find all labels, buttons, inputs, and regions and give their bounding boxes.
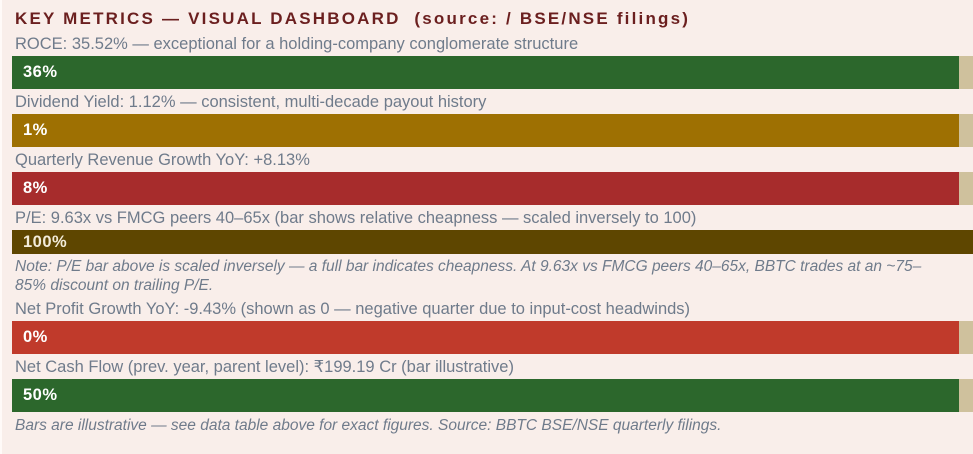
bar-value-label: 1% xyxy=(23,121,48,139)
metric-row: Dividend Yield: 1.12% — consistent, mult… xyxy=(12,92,973,147)
bar-track: 1% xyxy=(12,114,973,147)
bar-fill: 1% xyxy=(12,114,959,147)
bar-track: 0% xyxy=(12,321,973,354)
bar-track: 100% xyxy=(12,230,973,254)
bar-value-label: 100% xyxy=(23,232,68,251)
metric-label: Net Profit Growth YoY: -9.43% (shown as … xyxy=(15,300,691,318)
bar-value-label: 36% xyxy=(23,63,58,81)
dashboard-title: KEY METRICS — VISUAL DASHBOARD (source: … xyxy=(15,9,691,28)
metric-label: ROCE: 35.52% — exceptional for a holding… xyxy=(15,35,579,53)
bar-track: 50% xyxy=(12,379,973,412)
bar-fill: 0% xyxy=(12,321,959,354)
metric-row: P/E: 9.63x vs FMCG peers 40–65x (bar sho… xyxy=(12,208,973,295)
bar-fill: 100% xyxy=(12,230,973,254)
metric-label: Quarterly Revenue Growth YoY: +8.13% xyxy=(15,151,310,169)
metric-label: P/E: 9.63x vs FMCG peers 40–65x (bar sho… xyxy=(15,209,697,227)
bar-track: 8% xyxy=(12,172,973,205)
bar-value-label: 50% xyxy=(23,386,58,404)
footer-note: Bars are illustrative — see data table a… xyxy=(15,417,722,434)
metric-note: Note: P/E bar above is scaled inversely … xyxy=(15,258,922,294)
bar-fill: 50% xyxy=(12,379,959,412)
bar-value-label: 8% xyxy=(23,179,48,197)
bar-value-label: 0% xyxy=(23,328,48,346)
metrics-list: ROCE: 35.52% — exceptional for a holding… xyxy=(12,34,973,412)
bar-track: 36% xyxy=(12,56,973,89)
metric-row: Quarterly Revenue Growth YoY: +8.13% 8% xyxy=(12,150,973,205)
metric-label: Net Cash Flow (prev. year, parent level)… xyxy=(15,358,514,376)
bar-fill: 36% xyxy=(12,56,959,89)
metric-row: Net Cash Flow (prev. year, parent level)… xyxy=(12,357,973,412)
metric-label: Dividend Yield: 1.12% — consistent, mult… xyxy=(15,93,487,111)
metric-row: ROCE: 35.52% — exceptional for a holding… xyxy=(12,34,973,89)
bar-fill: 8% xyxy=(12,172,959,205)
metric-row: Net Profit Growth YoY: -9.43% (shown as … xyxy=(12,299,973,354)
